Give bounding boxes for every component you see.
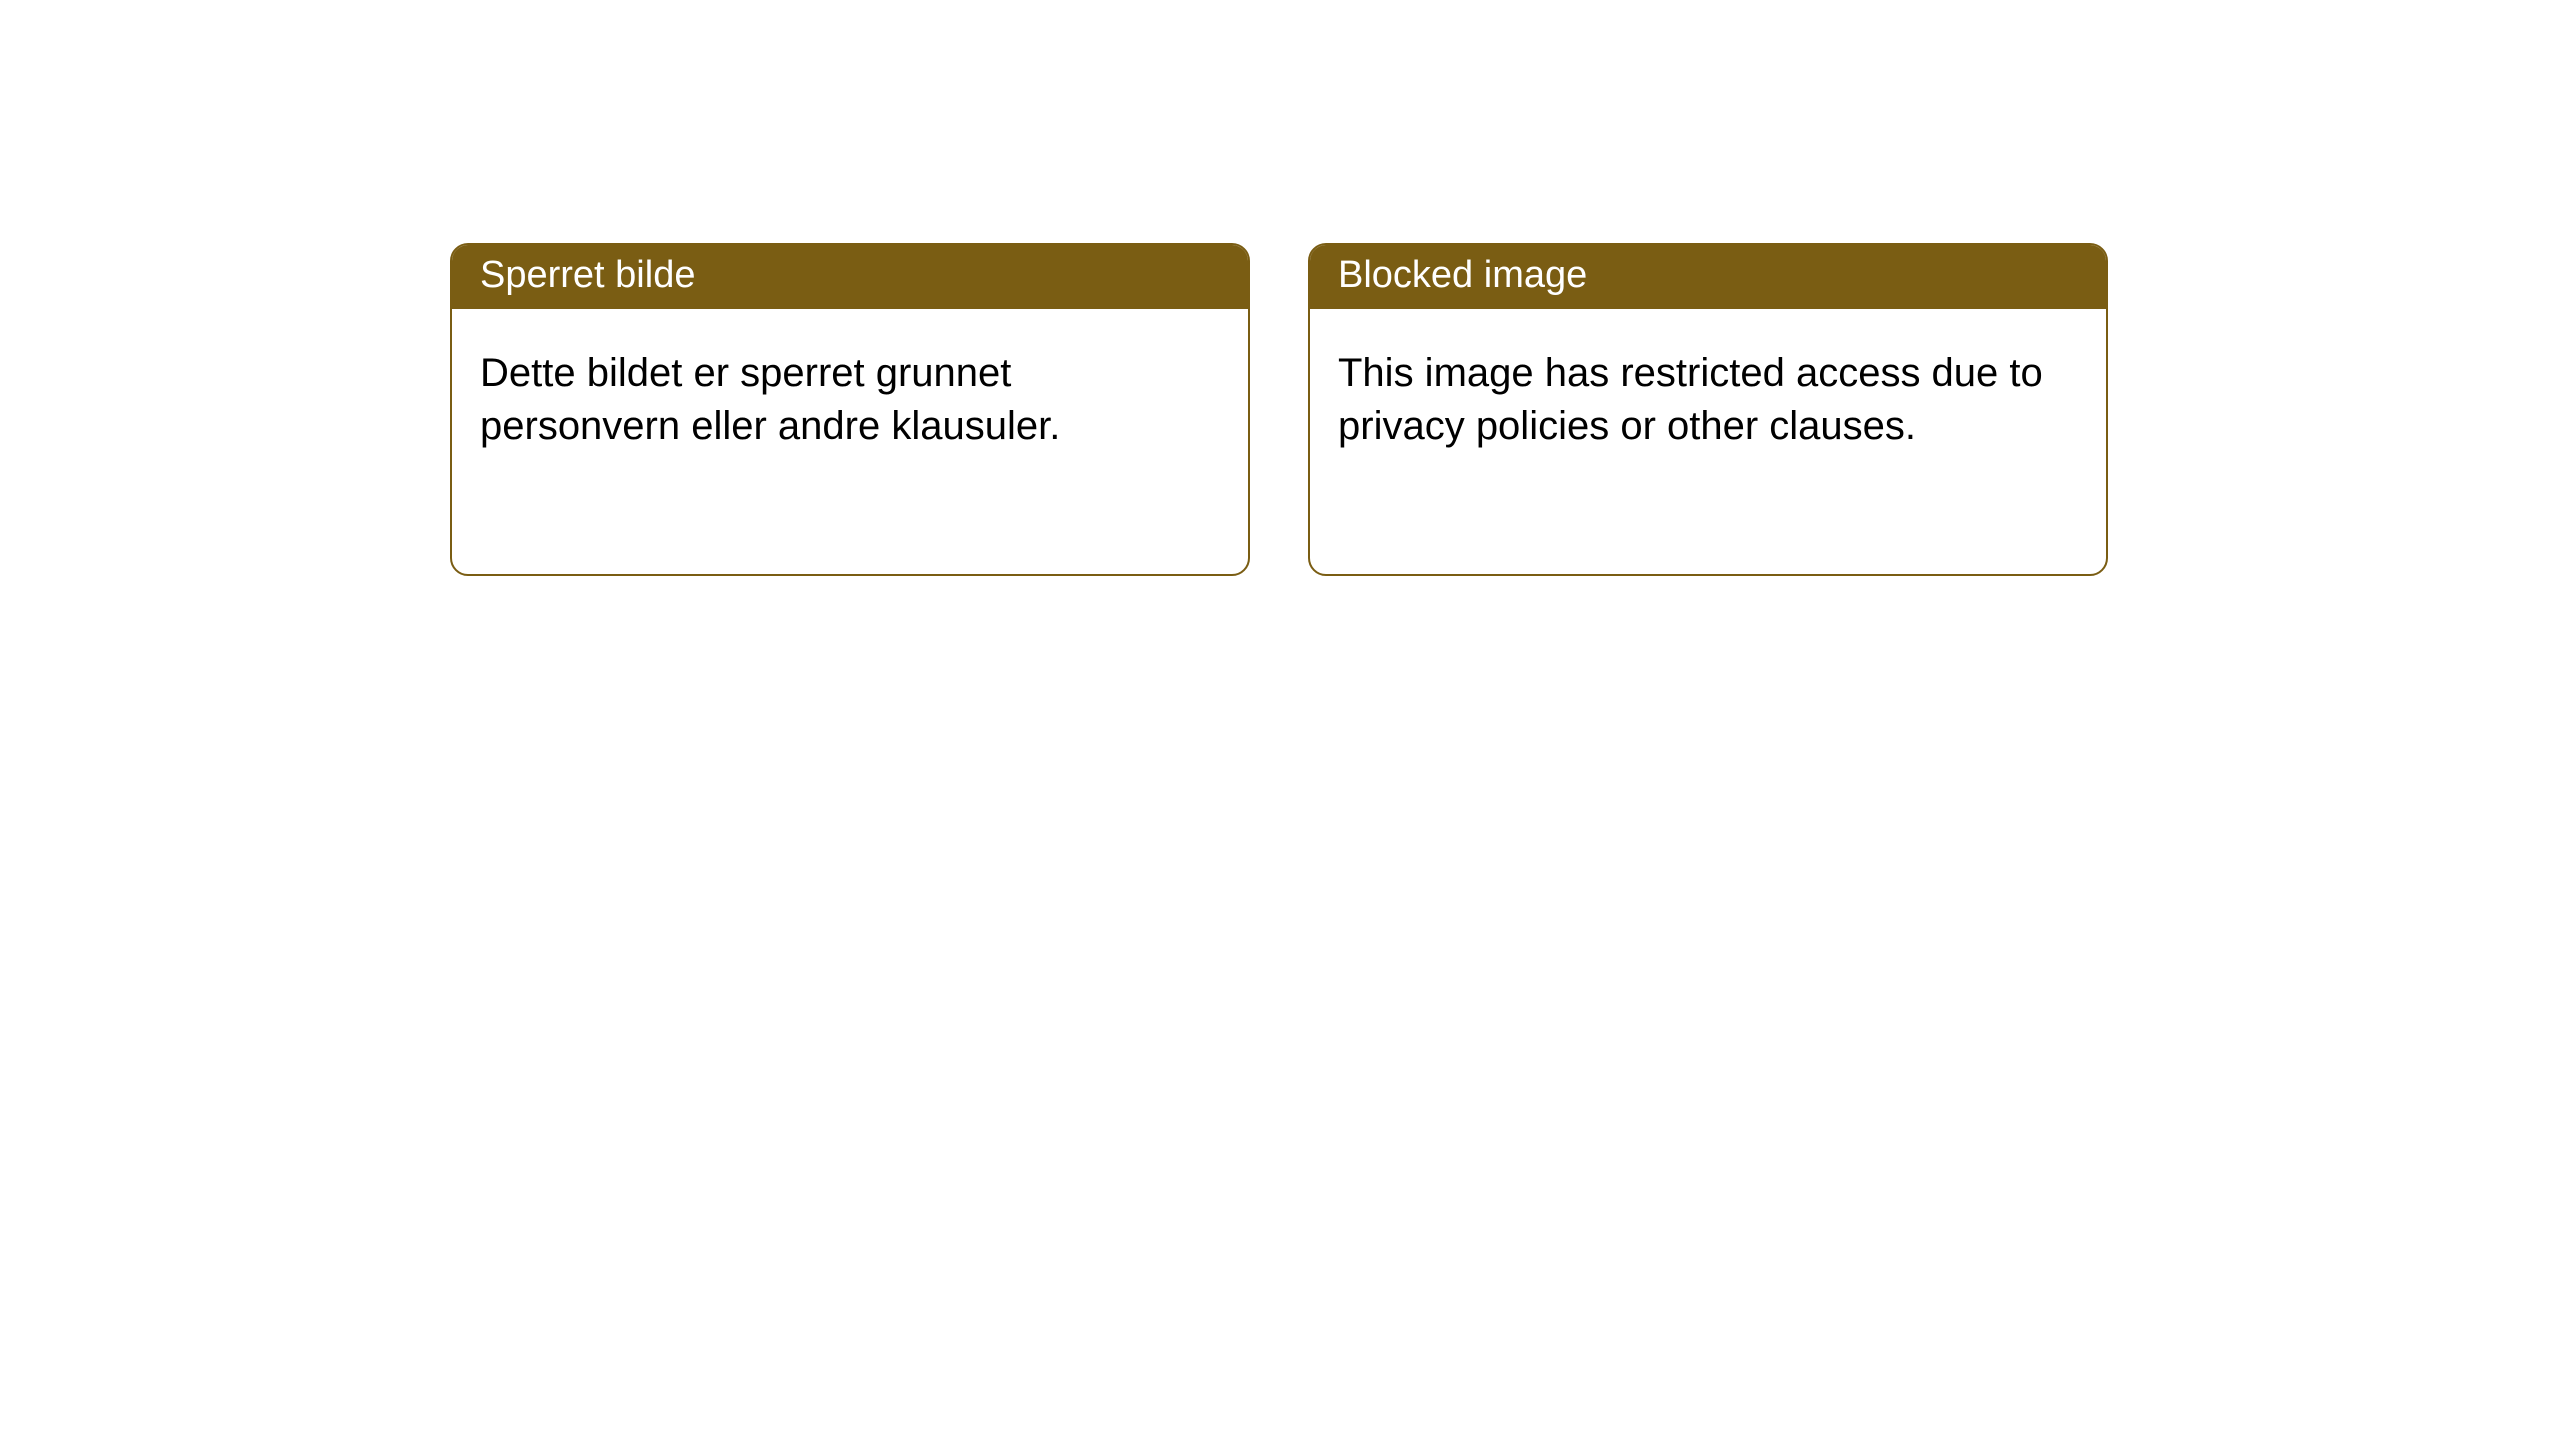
notice-card-norwegian: Sperret bilde Dette bildet er sperret gr… xyxy=(450,243,1250,576)
notice-card-body: This image has restricted access due to … xyxy=(1310,309,2106,481)
notice-card-english: Blocked image This image has restricted … xyxy=(1308,243,2108,576)
notice-card-body: Dette bildet er sperret grunnet personve… xyxy=(452,309,1248,481)
notice-card-header: Sperret bilde xyxy=(452,245,1248,309)
notice-card-header: Blocked image xyxy=(1310,245,2106,309)
blocked-image-notices: Sperret bilde Dette bildet er sperret gr… xyxy=(450,243,2108,576)
